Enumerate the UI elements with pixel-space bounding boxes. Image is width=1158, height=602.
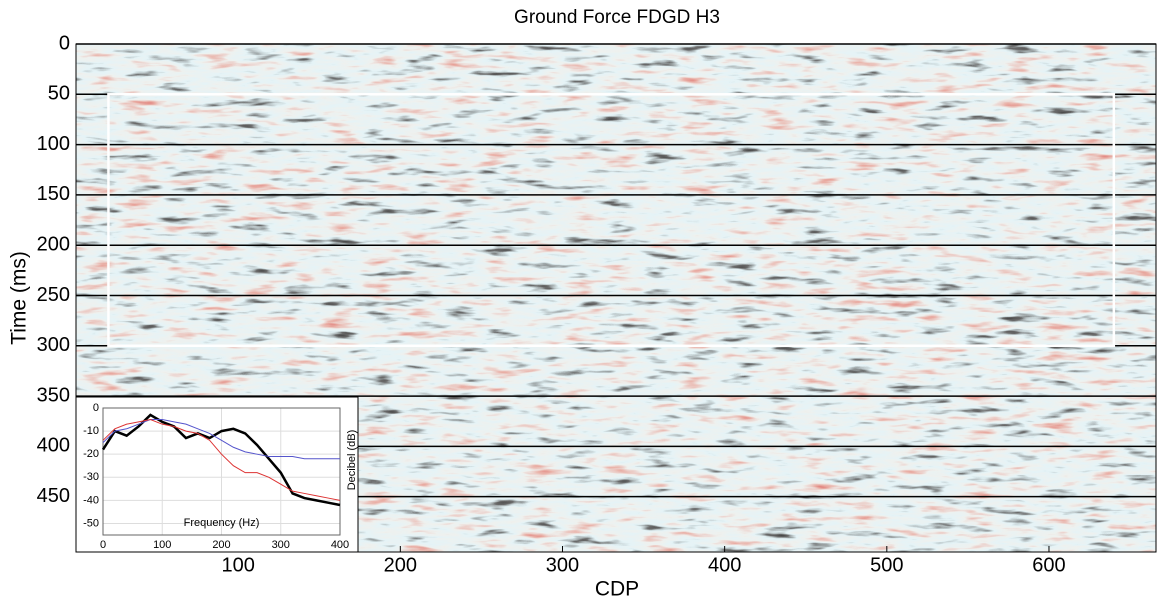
y-tick-label: 100: [37, 133, 70, 155]
inset-y-tick-label: -30: [83, 471, 99, 483]
inset-y-tick-label: -20: [83, 448, 99, 460]
y-tick-label: 0: [59, 32, 70, 54]
y-tick-label: 50: [48, 83, 70, 105]
y-axis-label: Time (ms): [8, 251, 31, 345]
chart-title: Ground Force FDGD H3: [514, 7, 720, 28]
inset-y-tick-label: 0: [93, 402, 99, 414]
inset-x-tick-label: 100: [153, 539, 171, 551]
y-tick-label: 300: [37, 334, 70, 356]
y-tick-label: 350: [37, 384, 70, 406]
x-tick-label: 300: [546, 554, 579, 576]
inset-x-tick-label: 400: [331, 539, 349, 551]
inset-line: [102, 419, 341, 501]
inset-background: [75, 396, 359, 553]
inset-x-tick-label: 200: [212, 539, 230, 551]
analysis-window: [107, 93, 1116, 348]
inset-x-tick-label: 300: [272, 539, 290, 551]
x-axis-label: CDP: [595, 578, 639, 601]
x-tick-label: 500: [870, 554, 903, 576]
y-tick-label: 450: [37, 485, 70, 507]
x-tick-label: 200: [384, 554, 417, 576]
inset-y-tick-label: -10: [83, 425, 99, 437]
y-tick-label: 250: [37, 284, 70, 306]
inset-y-tick-label: -40: [83, 494, 99, 506]
inset-line: [102, 419, 340, 460]
inset-frame: [102, 407, 341, 536]
inset-x-tick-label: 0: [100, 539, 106, 551]
x-tick-label: 400: [708, 554, 741, 576]
x-tick-label: 600: [1032, 554, 1065, 576]
y-tick-label: 150: [37, 183, 70, 205]
inset-y-tick-label: -50: [83, 517, 99, 529]
x-tick-label: 100: [221, 554, 254, 576]
y-tick-label: 200: [37, 233, 70, 255]
main-plot: [76, 43, 1156, 552]
plot-frame: [75, 43, 1157, 553]
inset-x-label: Frequency (Hz): [184, 517, 260, 529]
y-tick-label: 400: [37, 435, 70, 457]
inset-y-label: Decibel (dB): [346, 430, 358, 491]
